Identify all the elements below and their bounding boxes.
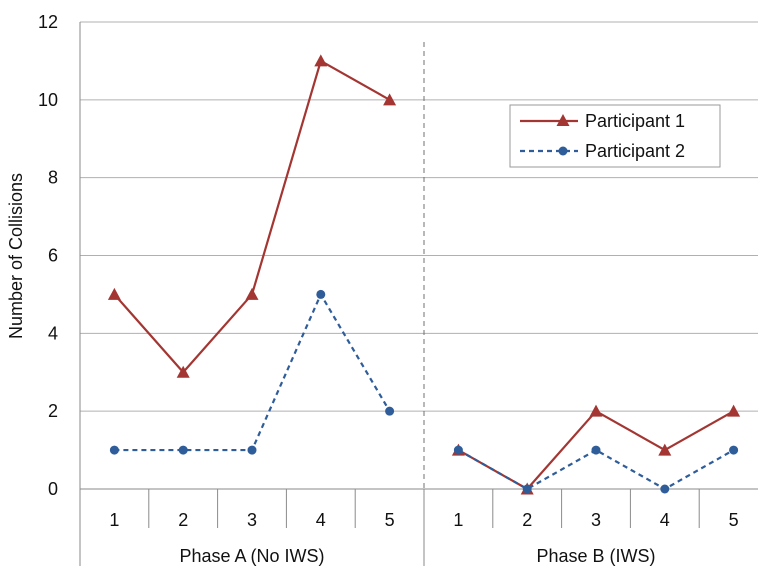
- data-point-participant-2-phase-b-4: [660, 484, 670, 494]
- category-label-phase-b-3: 3: [591, 510, 601, 530]
- data-point-participant-1-phase-b-4: [658, 443, 672, 456]
- group-label-phase-a: Phase A (No IWS): [179, 546, 324, 566]
- category-label-phase-a-3: 3: [247, 510, 257, 530]
- axes: [79, 22, 758, 566]
- category-label-phase-a-2: 2: [178, 510, 188, 530]
- data-point-participant-2-phase-a-2: [178, 445, 188, 455]
- y-tick-label-12: 12: [38, 12, 58, 32]
- data-point-participant-2-phase-a-3: [247, 445, 257, 455]
- y-tick-label-4: 4: [48, 323, 58, 343]
- y-tick-label-2: 2: [48, 401, 58, 421]
- category-label-phase-b-1: 1: [453, 510, 463, 530]
- legend-label-participant-1: Participant 1: [585, 111, 685, 131]
- category-label-phase-b-5: 5: [729, 510, 739, 530]
- legend-label-participant-2: Participant 2: [585, 141, 685, 161]
- y-tick-label-10: 10: [38, 90, 58, 110]
- legend-marker-participant-2: [558, 146, 568, 156]
- data-point-participant-1-phase-b-3: [589, 404, 603, 417]
- y-tick-label-6: 6: [48, 246, 58, 266]
- y-tick-label-8: 8: [48, 168, 58, 188]
- data-point-participant-2-phase-a-4: [316, 289, 326, 299]
- y-axis-title: Number of Collisions: [6, 173, 26, 339]
- data-point-participant-1-phase-a-5: [383, 93, 397, 106]
- legend-box: [509, 104, 721, 168]
- data-point-participant-2-phase-a-5: [385, 406, 395, 416]
- gridlines: [80, 21, 758, 412]
- data-point-participant-1-phase-b-5: [727, 404, 741, 417]
- data-point-participant-2-phase-a-1: [109, 445, 119, 455]
- data-point-participant-1-phase-a-2: [176, 365, 190, 378]
- data-point-participant-2-phase-b-5: [729, 445, 739, 455]
- category-label-phase-a-4: 4: [316, 510, 326, 530]
- legend-marker-participant-1: [556, 114, 570, 126]
- series-layer: [107, 54, 741, 495]
- data-point-participant-1-phase-a-4: [314, 54, 328, 67]
- category-label-phase-b-4: 4: [660, 510, 670, 530]
- category-label-phase-b-2: 2: [522, 510, 532, 530]
- category-label-phase-a-5: 5: [385, 510, 395, 530]
- data-point-participant-2-phase-b-3: [591, 445, 601, 455]
- group-label-phase-b: Phase B (IWS): [536, 546, 655, 566]
- y-tick-label-0: 0: [48, 479, 58, 499]
- data-point-participant-1-phase-a-1: [107, 287, 121, 300]
- category-label-phase-a-1: 1: [109, 510, 119, 530]
- series-line-participant-2-phase-b: [457, 448, 735, 491]
- data-point-participant-1-phase-a-3: [245, 287, 259, 300]
- legend: Participant 1 Participant 2: [509, 104, 721, 168]
- data-point-participant-2-phase-b-2: [522, 484, 532, 494]
- data-point-participant-2-phase-b-1: [453, 445, 463, 455]
